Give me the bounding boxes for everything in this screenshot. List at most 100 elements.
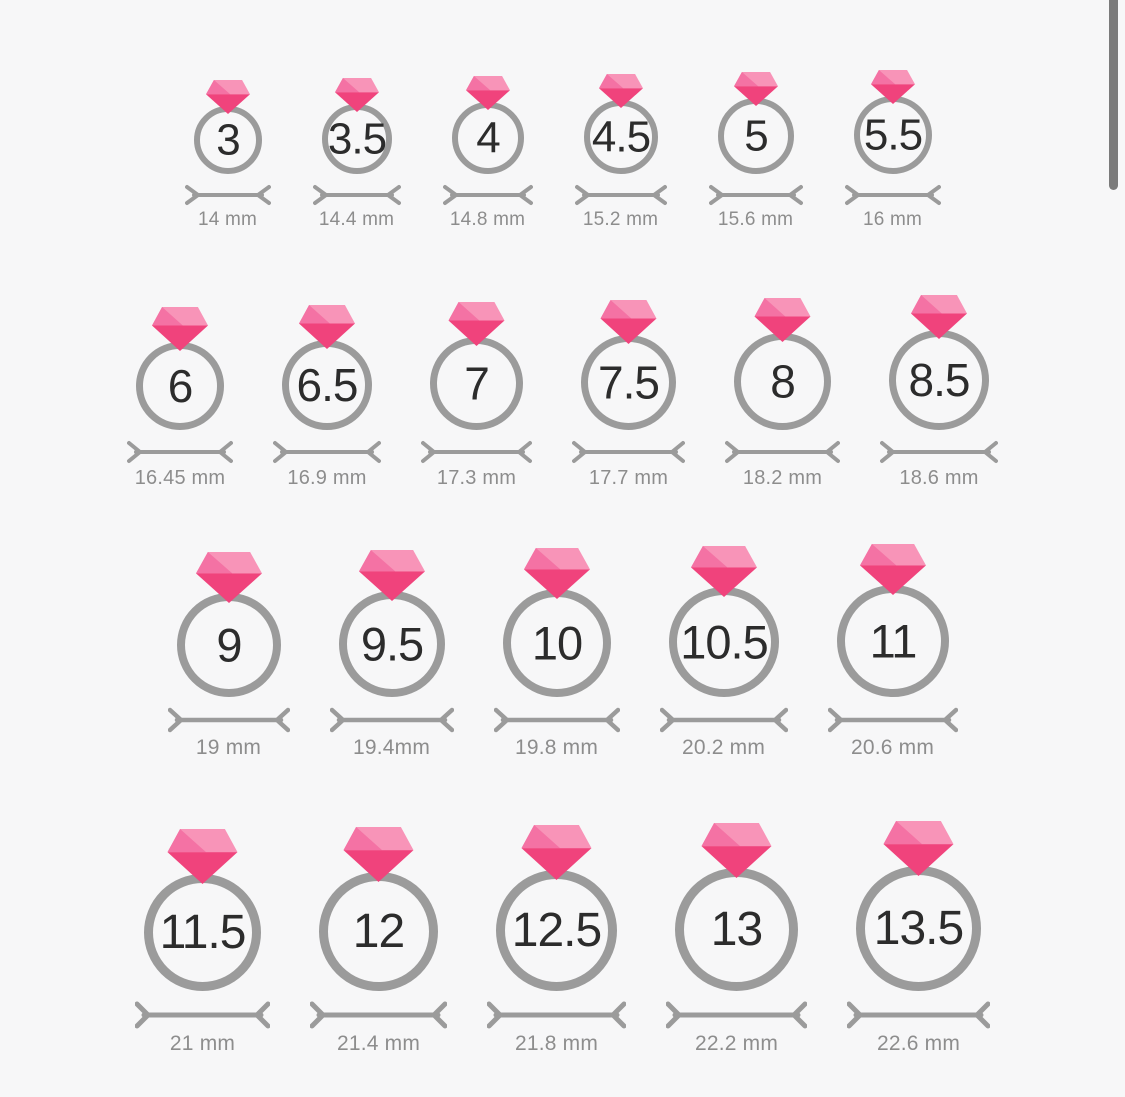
ring-item: 9 19 mm: [167, 552, 290, 760]
ring-item: 8.5 18.6 mm: [880, 295, 998, 490]
ring-size-number: 6: [168, 360, 193, 412]
diameter-dimension-line: [725, 441, 840, 463]
diameter-dimension-line: [487, 1001, 626, 1029]
ring-size-number: 7: [464, 358, 489, 410]
ring-row-2: 6 16.45 mm 6.5 16.9 mm 7 17.3 mm 7.5 17.7 mm 8 18…: [0, 295, 1125, 490]
diamond-ring-icon: 8: [734, 298, 831, 430]
diameter-label: 14.8 mm: [449, 209, 526, 230]
ring-size-chart: 3 14 mm 3.5 14.4 mm 4 14.8 mm 4.5 15.2 mm 5 15.6 …: [0, 70, 1125, 1056]
diameter-dimension-line: [880, 441, 998, 463]
diameter-dimension-line: [310, 1001, 447, 1029]
diamond-ring-icon: 5: [717, 72, 794, 174]
ring-row-4: 11.5 21 mm 12 21.4 mm 12.5 21.8 mm 13 22.2 mm 13…: [0, 821, 1125, 1056]
ring-item: 12.5 21.8 mm: [487, 825, 626, 1056]
ring-size-number: 12: [353, 905, 404, 958]
diameter-label: 16.45 mm: [134, 467, 226, 489]
ring-size-number: 4.5: [591, 113, 649, 162]
diamond-ring-icon: 3.5: [321, 78, 392, 174]
diameter-dimension-line: [666, 1001, 807, 1029]
ring-size-number: 8.5: [909, 354, 970, 406]
diameter-label: 20.6 mm: [850, 736, 935, 759]
diameter-label: 17.3 mm: [436, 467, 517, 489]
ring-size-number: 11.5: [160, 906, 246, 959]
ring-row-3: 9 19 mm 9.5 19.4mm 10 19.8 mm 10.5 20.2 mm 11 20.…: [0, 544, 1125, 760]
diamond-ring-icon: 12: [319, 827, 438, 991]
diamond-ring-icon: 6.5: [282, 305, 372, 430]
diameter-label: 18.6 mm: [899, 467, 979, 489]
ring-size-number: 9.5: [360, 618, 422, 671]
ring-size-number: 10.5: [680, 616, 767, 669]
ring-size-number: 12.5: [512, 904, 601, 957]
diamond-ring-icon: 4.5: [583, 74, 658, 174]
diameter-dimension-line: [273, 441, 381, 463]
diameter-label: 22.2 mm: [694, 1032, 779, 1055]
ring-item: 9.5 19.4mm: [329, 550, 454, 760]
ring-size-number: 3.5: [327, 115, 385, 164]
scrollbar-thumb[interactable]: [1109, 0, 1118, 190]
ring-size-number: 13: [711, 903, 762, 956]
ring-item: 10 19.8 mm: [493, 548, 620, 760]
diameter-dimension-line: [708, 185, 803, 205]
ring-item: 5 15.6 mm: [708, 72, 803, 231]
diamond-ring-icon: 4: [451, 76, 524, 174]
diamond-ring-icon: 10: [502, 548, 611, 697]
diamond-ring-icon: 13: [675, 823, 798, 991]
diameter-label: 19 mm: [195, 736, 262, 759]
ring-item: 7.5 17.7 mm: [572, 300, 685, 490]
ring-item: 6.5 16.9 mm: [273, 305, 381, 490]
ring-item: 11.5 21 mm: [135, 829, 270, 1056]
ring-item: 4.5 15.2 mm: [574, 74, 667, 231]
ring-item: 12 21.4 mm: [310, 827, 447, 1056]
ring-item: 10.5 20.2 mm: [659, 546, 788, 760]
ring-size-number: 10: [531, 617, 581, 670]
diameter-label: 21.8 mm: [514, 1032, 599, 1055]
ring-size-number: 4: [476, 114, 500, 163]
diameter-label: 19.4mm: [352, 736, 431, 759]
ring-item: 13 22.2 mm: [666, 823, 807, 1056]
ring-size-number: 5: [744, 112, 767, 161]
diameter-label: 15.6 mm: [717, 209, 794, 230]
diameter-dimension-line: [127, 441, 233, 463]
diameter-dimension-line: [847, 1001, 990, 1029]
diamond-ring-icon: 12.5: [496, 825, 617, 991]
diameter-dimension-line: [167, 707, 290, 733]
ring-size-number: 9: [216, 619, 241, 672]
diameter-label: 15.2 mm: [582, 209, 659, 230]
diameter-label: 19.8 mm: [514, 736, 599, 759]
diamond-ring-icon: 9: [176, 552, 281, 697]
ring-size-number: 13.5: [874, 902, 963, 955]
ring-item: 5.5 16 mm: [844, 70, 941, 231]
diamond-ring-icon: 8.5: [889, 295, 989, 430]
diamond-ring-icon: 7.5: [581, 300, 676, 430]
diameter-dimension-line: [572, 441, 685, 463]
diameter-dimension-line: [442, 185, 533, 205]
ring-item: 13.5 22.6 mm: [847, 821, 990, 1056]
diamond-ring-icon: 10.5: [668, 546, 779, 697]
diameter-dimension-line: [844, 185, 941, 205]
diamond-ring-icon: 7: [430, 302, 523, 430]
diameter-dimension-line: [329, 707, 454, 733]
diameter-label: 21 mm: [169, 1032, 236, 1055]
diamond-ring-icon: 11: [836, 544, 949, 697]
diameter-label: 17.7 mm: [588, 467, 669, 489]
diamond-ring-icon: 3: [193, 80, 262, 174]
ring-item: 3 14 mm: [184, 80, 271, 231]
diameter-label: 16 mm: [862, 209, 923, 230]
diameter-dimension-line: [574, 185, 667, 205]
ring-item: 6 16.45 mm: [127, 307, 233, 490]
ring-size-number: 3: [216, 116, 239, 165]
ring-size-number: 7.5: [598, 357, 659, 409]
diamond-ring-icon: 6: [136, 307, 224, 430]
diameter-label: 14.4 mm: [318, 209, 395, 230]
diamond-ring-icon: 11.5: [144, 829, 261, 991]
ring-item: 3.5 14.4 mm: [312, 78, 401, 231]
diameter-dimension-line: [421, 441, 532, 463]
ring-item: 4 14.8 mm: [442, 76, 533, 231]
diameter-dimension-line: [659, 707, 788, 733]
diameter-dimension-line: [493, 707, 620, 733]
ring-size-number: 8: [770, 356, 795, 408]
ring-item: 8 18.2 mm: [725, 298, 840, 490]
ring-size-number: 5.5: [863, 111, 921, 160]
diameter-dimension-line: [312, 185, 401, 205]
